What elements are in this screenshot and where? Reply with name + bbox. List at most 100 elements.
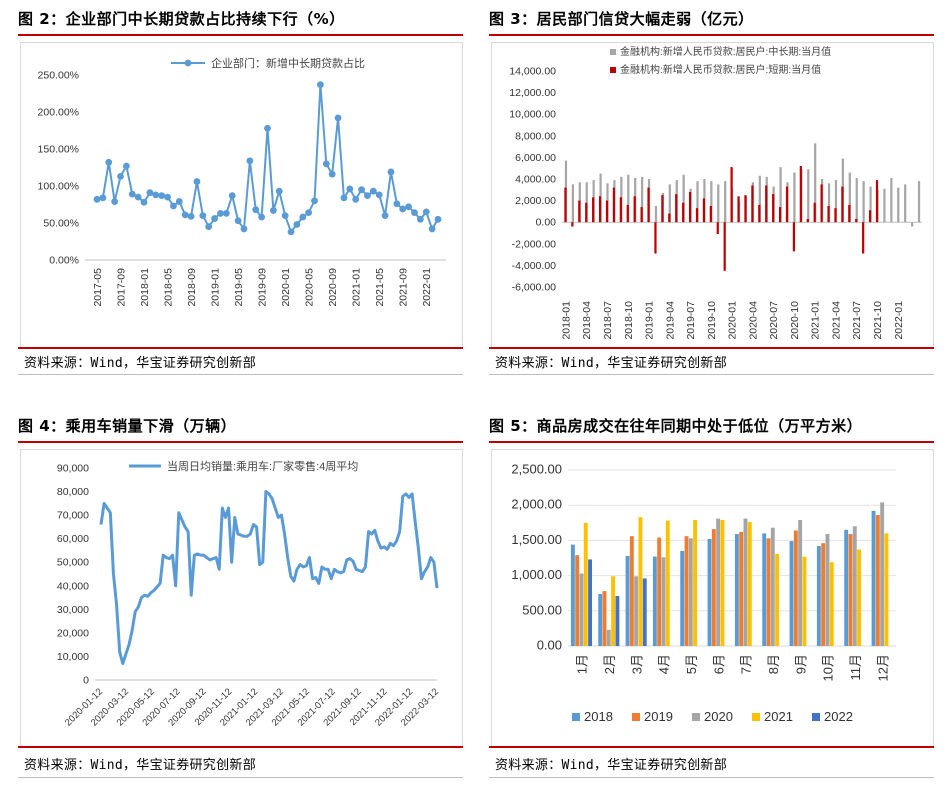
bar-short-term	[855, 218, 858, 223]
legend-label: 2019	[644, 709, 673, 724]
y-tick-label: 0.00	[537, 638, 562, 653]
x-tick-label: 4月	[657, 654, 672, 674]
bar-2020	[606, 629, 611, 646]
bar-long-term	[758, 175, 761, 223]
bar-2022	[588, 559, 593, 646]
legend-label: 2022	[824, 709, 853, 724]
y-tick-label: 0	[83, 675, 89, 687]
bar-short-term	[612, 187, 616, 223]
bar-2018	[652, 556, 657, 646]
data-point	[99, 194, 107, 202]
data-point	[240, 225, 248, 233]
figure-title: 图 5：商品房成交在往年同期中处于低位（万平方米）	[489, 417, 863, 435]
source-note: 资料来源：Wind，华宝证券研究创新部	[495, 356, 728, 371]
bar-short-term	[598, 196, 602, 223]
x-tick-label: 3月	[629, 654, 644, 674]
bar-long-term	[855, 177, 858, 223]
source-note: 资料来源：Wind，华宝证券研究创新部	[495, 758, 728, 773]
bar-2018	[871, 510, 876, 646]
x-tick-label: 9月	[793, 654, 808, 674]
bar-short-term	[868, 210, 872, 223]
legend-swatch	[752, 713, 760, 721]
bar-short-term	[688, 191, 692, 223]
bar-long-term	[696, 181, 699, 223]
data-point	[175, 198, 183, 205]
data-point	[187, 212, 195, 220]
bar-short-term	[799, 166, 802, 223]
data-point	[234, 217, 242, 225]
y-tick-label: 60,000	[57, 533, 89, 545]
bar-2019	[848, 534, 853, 646]
bar-short-term	[827, 206, 830, 223]
chart-svg: 0.00 500.00 1,000.00 1,500.00 2,000.00 2,500.…	[511, 462, 896, 724]
bottom-rule	[489, 777, 934, 778]
bar-2021	[611, 576, 616, 646]
bar-long-term	[668, 184, 671, 223]
bar-2021	[583, 522, 588, 646]
bar-2018	[734, 534, 739, 646]
data-point	[293, 221, 301, 228]
x-tick-label: 2019-04	[664, 301, 676, 340]
bar-short-term	[709, 206, 712, 223]
data-point	[122, 162, 130, 170]
bar-2018	[844, 529, 849, 646]
panel-fig5: 图 5：商品房成交在往年同期中处于低位（万平方米） 0.00 500.00 1,00…	[489, 415, 934, 785]
data-point	[228, 192, 236, 200]
bar-short-term	[778, 207, 782, 223]
chart-area: 0.00% 50.00% 100.00% 150.00% 200.00% 250.00% 2…	[20, 42, 463, 348]
y-tick-label: 12,000.00	[509, 87, 556, 99]
data-point	[128, 190, 136, 198]
bar-2021	[747, 522, 752, 646]
panel-fig2: 图 2：企业部门中长期贷款占比持续下行（%） 0.00% 50.00% 100.00…	[18, 8, 463, 378]
bar-short-term	[661, 195, 664, 223]
bar-2018	[680, 550, 685, 646]
bar-2020	[688, 538, 693, 646]
bar-2021	[857, 549, 862, 646]
bar-long-term	[814, 143, 817, 223]
legend-label: 金融机构:新增人民币贷款:居民户:中长期:当月值	[620, 45, 831, 58]
x-tick-label: 2021-05	[374, 268, 386, 307]
bar-2018	[570, 544, 575, 646]
y-tick-label: -6,000.00	[512, 282, 557, 294]
data-point	[287, 228, 295, 236]
data-point	[246, 157, 254, 165]
bar-2020	[798, 519, 803, 646]
bar-2021	[775, 553, 780, 646]
bar-long-term	[827, 183, 831, 223]
bar-long-term	[904, 184, 907, 223]
bar-short-term	[626, 204, 629, 223]
y-tick-label: 40,000	[57, 580, 89, 592]
y-tick-label: 10,000	[57, 651, 89, 663]
bar-short-term	[585, 202, 588, 223]
bar-short-term	[592, 197, 595, 223]
bar-short-term	[647, 187, 650, 223]
data-point	[334, 114, 342, 122]
y-tick-label: 90,000	[57, 463, 89, 475]
bar-long-term	[627, 174, 630, 223]
figure-title: 图 3：居民部门信贷大幅走弱（亿元）	[489, 10, 754, 28]
y-tick-label: 6,000.00	[515, 152, 556, 164]
bar-2022	[642, 578, 647, 646]
bar-short-term	[758, 204, 761, 223]
legend-swatch	[812, 713, 820, 721]
data-point	[346, 185, 354, 193]
bar-2020	[743, 518, 748, 646]
bar-short-term	[675, 194, 678, 223]
data-point	[305, 209, 313, 217]
legend-swatch	[692, 713, 700, 721]
bar-short-term	[772, 194, 775, 223]
bar-short-term	[730, 167, 733, 223]
legend-marker	[184, 59, 192, 67]
x-tick-label: 2018-09	[186, 268, 198, 307]
x-tick-label: 11月	[848, 654, 863, 681]
data-point	[317, 81, 324, 89]
data-point	[117, 172, 124, 180]
bar-long-term	[571, 184, 574, 223]
x-tick-label: 2020-04	[747, 301, 759, 340]
data-point	[352, 195, 360, 203]
bar-long-term	[641, 176, 644, 223]
bar-2020	[661, 557, 666, 646]
legend-swatch	[632, 713, 640, 721]
bar-2019	[875, 515, 880, 646]
bar-short-term	[716, 222, 719, 235]
